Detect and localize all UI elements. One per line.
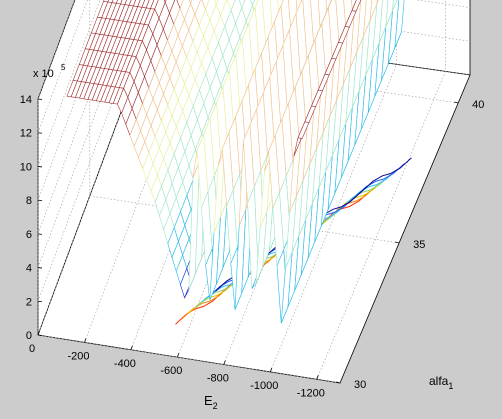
x-tick-label: 0	[29, 343, 35, 355]
z-tick-label: 6	[26, 229, 32, 241]
y-tick-label: 35	[413, 239, 425, 251]
z-tick-label: 12	[20, 128, 32, 140]
z-tick-label: 14	[20, 94, 32, 106]
z-multiplier-base: x 10	[33, 68, 54, 80]
z-tick	[38, 234, 42, 235]
y-tick-label: 40	[472, 99, 484, 111]
z-tick	[38, 166, 42, 167]
x-tick-label: -1200	[297, 387, 325, 399]
z-tick	[38, 335, 42, 336]
x-axis-label: E2	[204, 393, 218, 411]
z-tick-label: 4	[26, 263, 32, 275]
z-tick-label: 8	[26, 195, 32, 207]
z-tick	[38, 268, 42, 269]
z-tick-label: 10	[20, 161, 32, 173]
x-tick-label: -600	[160, 365, 182, 377]
z-tick	[38, 99, 42, 100]
y-axis-label: alfa1	[429, 374, 453, 391]
z-tick	[38, 133, 42, 134]
x-tick-label: -1000	[250, 380, 278, 392]
x-tick-label: -800	[207, 373, 229, 385]
z-tick	[38, 301, 42, 302]
z-multiplier-exponent: 5	[61, 63, 66, 72]
y-tick-label: 30	[354, 379, 366, 391]
x-tick-label: -200	[67, 350, 89, 362]
z-tick-label: 2	[26, 296, 32, 308]
z-tick-label: 0	[26, 330, 32, 342]
x-tick-label: -400	[114, 358, 136, 370]
z-tick	[38, 200, 42, 201]
